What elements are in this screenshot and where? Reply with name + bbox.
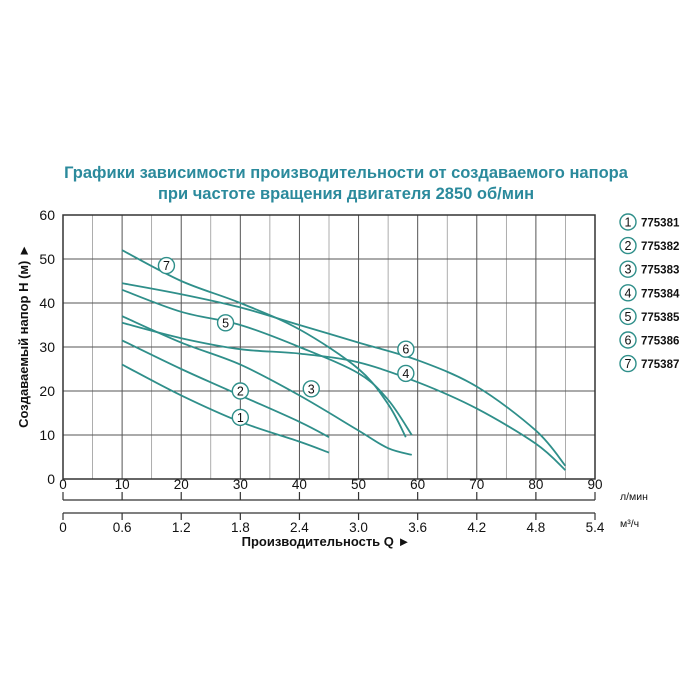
curve-marker-5 bbox=[216, 314, 235, 332]
x-tick-label-m3h: 2.4 bbox=[290, 520, 309, 535]
legend-entry-775383: 775383 bbox=[641, 265, 679, 277]
x-tick-label-lpm: 60 bbox=[410, 477, 425, 492]
x-unit-lpm: л/мин bbox=[620, 491, 648, 503]
x-tick-label-m3h: 0 bbox=[59, 520, 67, 535]
x-axis-lpm: 0 10 20 30 40 50 60 70 80 90 л/мин bbox=[59, 477, 648, 503]
curve-marker-4 bbox=[397, 364, 415, 383]
series-curve-775385 bbox=[121, 288, 413, 436]
x-tick-label-m3h: 4.2 bbox=[467, 520, 486, 535]
curve-marker-label: 1 bbox=[237, 411, 244, 425]
curve-marker-2 bbox=[231, 382, 250, 400]
chart-title-line-2: при частоте вращения двигателя 2850 об/м… bbox=[158, 185, 534, 203]
curve-marker-3 bbox=[302, 380, 320, 398]
legend-marker bbox=[619, 284, 637, 302]
chart-grid bbox=[62, 214, 596, 480]
x-unit-m3h: м³/ч bbox=[620, 518, 639, 530]
x-axis-label: Производительность Q ► bbox=[242, 534, 411, 549]
y-tick-label: 60 bbox=[39, 207, 55, 223]
legend-entry-775382: 775382 bbox=[641, 241, 679, 253]
y-tick-label: 50 bbox=[39, 251, 55, 267]
x-tick-label-lpm: 0 bbox=[59, 477, 67, 492]
x-tick-label-m3h: 1.8 bbox=[231, 520, 250, 535]
legend-marker bbox=[619, 260, 637, 278]
curve-marker-label: 6 bbox=[402, 343, 409, 357]
x-tick-label-m3h: 3.6 bbox=[408, 520, 427, 535]
x-tick-label-lpm: 80 bbox=[528, 477, 543, 492]
x-tick-label-m3h: 5.4 bbox=[586, 520, 605, 535]
curve-marker-label: 2 bbox=[237, 385, 244, 399]
y-tick-label: 30 bbox=[39, 339, 55, 355]
legend-marker-label: 1 bbox=[625, 216, 632, 230]
y-tick-label: 40 bbox=[39, 295, 55, 311]
x-tick-label-m3h: 3.0 bbox=[349, 520, 368, 535]
legend-marker bbox=[619, 354, 637, 373]
y-axis-label: Создаваемый напор H (м) ► bbox=[16, 244, 31, 428]
curve-marker-label: 4 bbox=[402, 367, 409, 381]
series-curve-775382 bbox=[121, 339, 330, 438]
x-axis-m3h: 0 0.6 1.2 1.8 2.4 3.0 3.6 4.2 4.8 5.4 м³/ч bbox=[59, 512, 639, 535]
curve-marker-label: 7 bbox=[163, 259, 170, 273]
curve-marker-label: 5 bbox=[222, 316, 229, 330]
legend-marker-label: 7 bbox=[625, 357, 632, 371]
y-tick-label: 10 bbox=[39, 427, 55, 443]
x-tick-label-lpm: 10 bbox=[115, 477, 130, 492]
legend-entry-775386: 775386 bbox=[641, 336, 679, 348]
legend-marker-label: 2 bbox=[625, 239, 632, 253]
legend-entry-775385: 775385 bbox=[641, 312, 680, 324]
curve-marker-label: 3 bbox=[308, 382, 315, 396]
x-tick-label-lpm: 20 bbox=[174, 477, 189, 492]
series-curve-775387 bbox=[121, 249, 407, 438]
legend-marker bbox=[619, 307, 637, 326]
legend-marker bbox=[619, 236, 637, 255]
curve-marker-1 bbox=[231, 408, 250, 427]
chart-curve-labels: 1 2 3 4 5 6 7 bbox=[157, 256, 415, 427]
y-axis: 0 10 20 30 40 50 60 bbox=[39, 207, 55, 487]
x-tick-label-m3h: 0.6 bbox=[113, 520, 132, 535]
legend-marker-label: 6 bbox=[625, 334, 632, 348]
legend-entry-775381: 775381 bbox=[641, 218, 680, 230]
x-tick-label-lpm: 50 bbox=[351, 477, 366, 492]
legend-marker bbox=[619, 213, 637, 231]
curve-marker-6 bbox=[397, 340, 415, 358]
series-curve-775381 bbox=[121, 363, 330, 454]
plot-frame bbox=[62, 214, 596, 480]
x-tick-label-lpm: 40 bbox=[292, 477, 307, 492]
legend-marker bbox=[619, 331, 637, 349]
chart-curves bbox=[121, 249, 567, 471]
x-tick-label-lpm: 70 bbox=[469, 477, 484, 492]
legend-marker-label: 5 bbox=[625, 310, 632, 324]
y-tick-label: 0 bbox=[47, 471, 55, 487]
legend-marker-label: 4 bbox=[625, 286, 632, 300]
legend-entry-775387: 775387 bbox=[641, 359, 679, 371]
x-tick-label-m3h: 4.8 bbox=[526, 520, 545, 535]
chart-legend: 1 775381 2 775382 3 775383 4 775384 5 775385 6 7753… bbox=[619, 213, 680, 373]
chart-title-line-1: Графики зависимости производительности о… bbox=[64, 164, 629, 182]
y-tick-label: 20 bbox=[39, 383, 55, 399]
x-tick-label-lpm: 90 bbox=[587, 477, 602, 492]
series-curve-775384 bbox=[121, 321, 567, 471]
legend-marker-label: 3 bbox=[625, 263, 632, 277]
legend-entry-775384: 775384 bbox=[641, 288, 680, 300]
x-tick-label-m3h: 1.2 bbox=[172, 520, 191, 535]
curve-marker-7 bbox=[157, 256, 176, 275]
series-curve-775383 bbox=[121, 315, 413, 456]
series-curve-775386 bbox=[121, 282, 567, 467]
x-tick-label-lpm: 30 bbox=[233, 477, 248, 492]
